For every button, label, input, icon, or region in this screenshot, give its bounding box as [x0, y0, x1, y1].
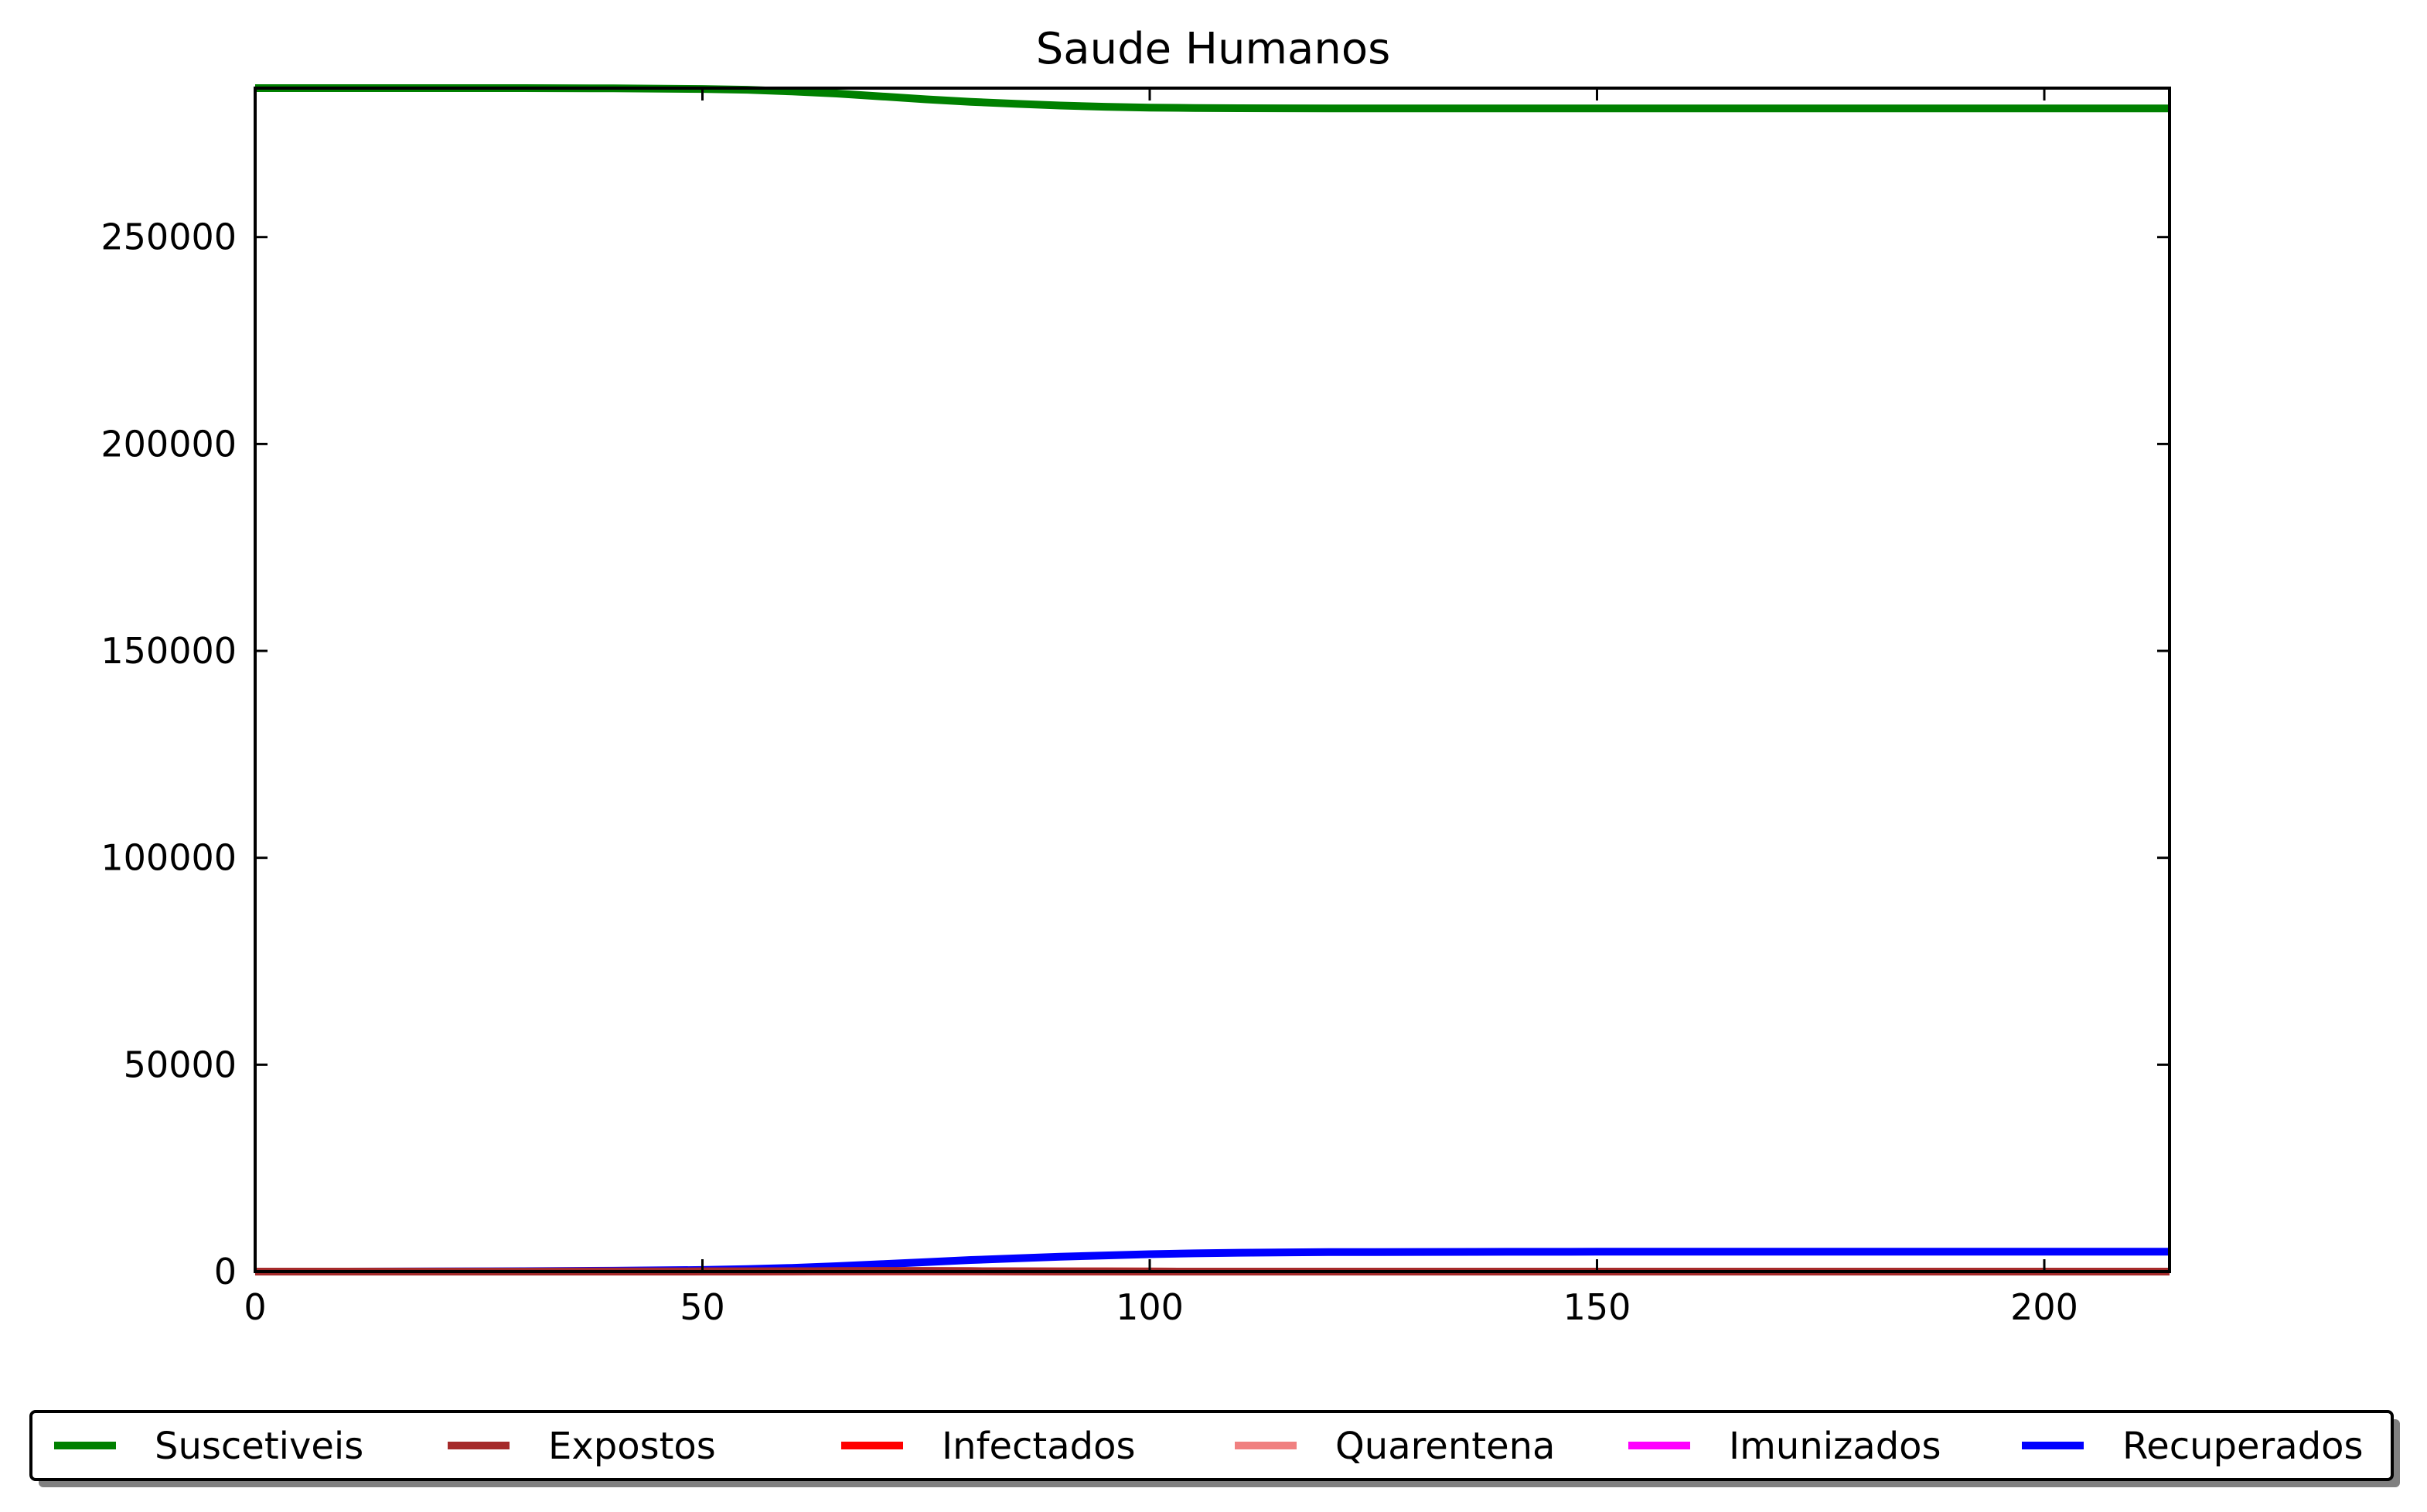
- x-tick-label: 0: [244, 1286, 266, 1328]
- series-layer: [255, 84, 2170, 1275]
- series-line-suscetiveis: [255, 84, 2170, 113]
- legend-label-imunizados: Imunizados: [1729, 1425, 1941, 1468]
- legend: Suscetiveis Expostos Infectados Quarentena I…: [29, 1410, 2400, 1487]
- x-tick-label: 150: [1563, 1286, 1631, 1328]
- legend-label-quarentena: Quarentena: [1335, 1425, 1555, 1468]
- y-tick-label: 100000: [101, 837, 237, 879]
- axes-layer: 0 50 100 150 200 0 50000 100000 150000 200000 2500…: [101, 87, 2171, 1328]
- legend-box: [29, 1410, 2394, 1481]
- y-tick-label: 200000: [101, 423, 237, 465]
- y-tick-label: 250000: [101, 216, 237, 258]
- x-tick-label: 100: [1116, 1286, 1184, 1328]
- y-tick-label: 50000: [124, 1044, 237, 1085]
- y-tick-label: 0: [214, 1251, 237, 1292]
- legend-label-recuperados: Recuperados: [2122, 1425, 2364, 1468]
- legend-label-suscetiveis: Suscetiveis: [155, 1425, 363, 1468]
- x-tick-label: 200: [2010, 1286, 2078, 1328]
- y-tick-label: 150000: [101, 630, 237, 672]
- legend-label-expostos: Expostos: [548, 1425, 716, 1468]
- plot-frame: [254, 87, 2171, 1273]
- x-tick-label: 50: [680, 1286, 725, 1328]
- chart-title: Saude Humanos: [1036, 24, 1391, 74]
- legend-label-infectados: Infectados: [942, 1425, 1135, 1468]
